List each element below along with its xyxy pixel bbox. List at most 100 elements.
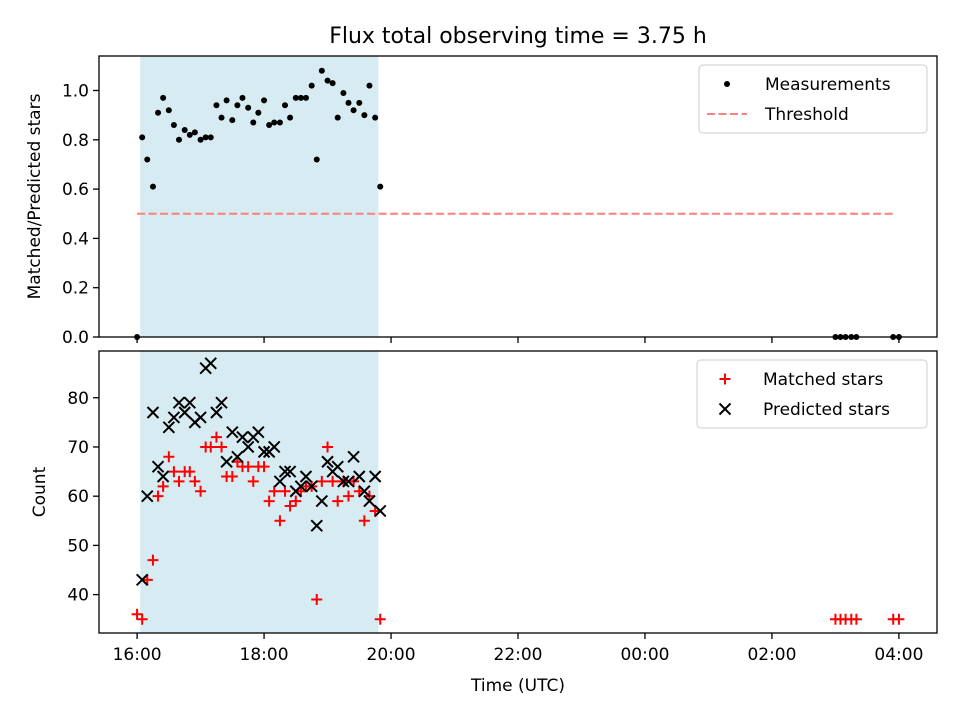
measurement-point xyxy=(261,97,268,104)
measurement-point xyxy=(350,107,357,114)
measurement-point xyxy=(340,89,347,96)
measurement-point xyxy=(356,99,363,106)
measurement-point xyxy=(186,131,193,138)
measurement-point xyxy=(297,94,304,101)
matched-star-point xyxy=(189,475,201,487)
predicted-star-point xyxy=(141,489,154,503)
matched-star-point xyxy=(268,485,280,497)
predicted-star-point xyxy=(321,455,334,468)
predicted-star-point xyxy=(183,396,196,409)
top-subplot: 0.0 0.2 0.4 0.6 0.8 1.0 Matched/Predicted star… xyxy=(25,55,938,348)
predicted-star-point xyxy=(231,450,244,464)
matched-star-point xyxy=(358,515,370,527)
y-tick-label: 70 xyxy=(67,438,89,458)
measurement-point xyxy=(271,119,278,126)
predicted-star-point xyxy=(215,396,228,409)
y-tick-label: 0.6 xyxy=(62,180,89,200)
y-axis-label: Matched/Predicted stars xyxy=(25,93,45,299)
y-tick-label: 0.8 xyxy=(62,131,89,151)
measurement-point xyxy=(202,134,209,141)
legend-label: Threshold xyxy=(764,105,849,125)
legend-box xyxy=(696,359,928,429)
x-tick-label: 18:00 xyxy=(240,645,289,665)
matched-star-point xyxy=(263,495,275,507)
matched-star-point xyxy=(893,613,905,625)
y-tick-label: 0.2 xyxy=(62,279,89,299)
x-tick-label: 00:00 xyxy=(620,645,669,665)
predicted-star-point xyxy=(294,480,308,493)
measurement-point xyxy=(165,107,172,114)
matched-star-point xyxy=(242,461,254,473)
measurement-point xyxy=(361,112,368,119)
y-tick-label: 0.4 xyxy=(62,229,89,249)
predicted-star-point xyxy=(342,475,355,488)
x-tick-label: 16:00 xyxy=(113,645,162,665)
measurement-point xyxy=(213,102,220,109)
measurement-point xyxy=(345,99,352,106)
matched-star-point xyxy=(258,461,270,473)
predicted-star-point xyxy=(358,485,371,498)
y-tick-label: 50 xyxy=(67,536,89,556)
predicted-star-point xyxy=(252,425,265,439)
measurement-point xyxy=(197,136,204,143)
predicted-star-point xyxy=(151,460,165,473)
predicted-star-point xyxy=(156,470,170,483)
measurement-point xyxy=(170,122,177,129)
predicted-star-point xyxy=(315,494,329,508)
matched-star-point xyxy=(311,594,323,606)
observing-window-shade xyxy=(140,351,379,633)
predicted-star-point xyxy=(310,519,323,532)
predicted-star-point xyxy=(273,475,287,488)
observing-window-shade xyxy=(140,56,379,337)
measurement-point xyxy=(191,129,198,136)
predicted-star-point xyxy=(305,480,318,493)
matched-star-point xyxy=(274,515,286,527)
matched-star-point xyxy=(147,554,159,566)
measurement-point xyxy=(329,80,336,87)
bottom-subplot: 40 50 60 70 80 16:00 18:00 20:00 22:00 00:00 02:00… xyxy=(30,350,938,696)
y-tick-label: 80 xyxy=(67,389,89,409)
predicted-star-point xyxy=(178,406,191,419)
predicted-star-point xyxy=(257,445,271,459)
matched-star-point xyxy=(168,466,180,478)
measurement-point xyxy=(324,77,331,84)
measurement-point xyxy=(218,114,225,121)
matched-star-point xyxy=(195,485,207,497)
measurement-point xyxy=(266,122,273,129)
measurement-point xyxy=(207,134,214,141)
legend: Measurements Threshold xyxy=(698,64,928,134)
matched-star-point xyxy=(173,475,185,487)
x-axis-label: Time (UTC) xyxy=(470,676,565,696)
measurement-point xyxy=(223,97,230,104)
measurement-point xyxy=(181,126,188,133)
measurement-point xyxy=(245,104,252,111)
measurement-point xyxy=(234,102,241,109)
predicted-star-point xyxy=(172,396,186,409)
legend-label: Measurements xyxy=(765,75,891,95)
matched-star-point xyxy=(226,470,238,482)
matched-star-point xyxy=(332,495,344,507)
matched-star-point xyxy=(327,475,339,487)
measurement-point xyxy=(229,117,236,124)
predicted-star-point xyxy=(283,465,297,478)
x-tick-label: 22:00 xyxy=(494,645,543,665)
matched-star-point xyxy=(136,613,148,625)
matched-star-point xyxy=(163,451,175,463)
measurement-point xyxy=(287,114,294,121)
legend-label: Matched stars xyxy=(763,370,883,390)
measurement-point xyxy=(155,109,162,116)
matched-star-point xyxy=(247,475,259,487)
measurement-point xyxy=(282,102,289,109)
measurement-point xyxy=(302,94,309,101)
measurement-point xyxy=(144,156,151,163)
predicted-star-point xyxy=(337,475,350,488)
matched-star-point xyxy=(316,475,328,487)
measurement-point xyxy=(308,82,315,89)
measurement-point xyxy=(318,67,325,74)
matched-star-point xyxy=(290,495,302,507)
matched-star-point xyxy=(157,480,169,492)
x-tick-label: 20:00 xyxy=(367,645,416,665)
legend-predicted-marker xyxy=(718,402,732,416)
predicted-star-point xyxy=(162,421,176,434)
measurement-point xyxy=(313,156,320,163)
